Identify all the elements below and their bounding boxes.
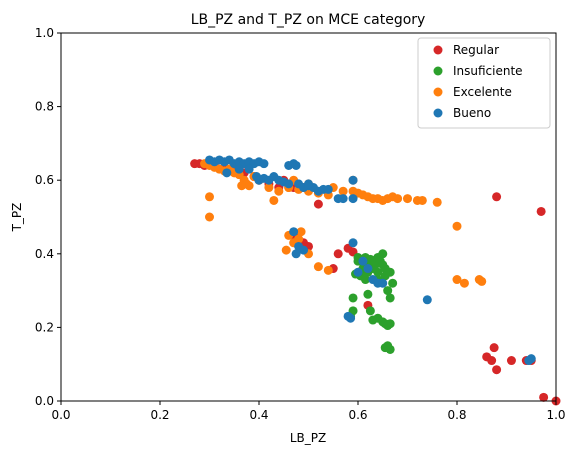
data-point	[489, 343, 499, 353]
data-point	[338, 194, 348, 204]
legend-box	[417, 37, 551, 129]
x-axis: 0.0 0.2 0.4 0.6 0.8 1.0	[51, 401, 566, 422]
data-point	[323, 184, 333, 194]
legend-entry: Insuficiente	[453, 64, 523, 78]
data-point	[383, 286, 393, 296]
y-axis-label: T_PZ	[10, 203, 24, 233]
legend: Regular Insuficiente Excelente Bueno	[417, 37, 551, 129]
data-point	[358, 256, 368, 266]
data-point	[487, 356, 497, 366]
data-point	[393, 194, 403, 204]
x-tick-label: 0.8	[447, 408, 466, 422]
data-point	[323, 265, 333, 275]
data-point	[353, 267, 363, 277]
data-point	[289, 227, 299, 237]
data-point	[385, 319, 395, 329]
data-point	[291, 249, 301, 259]
data-point	[536, 206, 546, 216]
data-point	[348, 238, 358, 248]
data-point	[237, 181, 247, 191]
legend-marker	[433, 108, 443, 118]
data-point	[304, 179, 313, 189]
data-point	[506, 356, 516, 366]
data-point	[388, 278, 398, 288]
points-layer	[190, 155, 561, 406]
data-point	[299, 245, 309, 255]
data-point	[360, 275, 370, 285]
data-point	[378, 278, 388, 288]
data-point	[313, 199, 323, 209]
data-point	[313, 262, 323, 272]
data-point	[373, 267, 383, 277]
data-point	[378, 249, 388, 259]
data-point	[264, 183, 274, 193]
y-tick-label: 0.4	[35, 247, 54, 261]
data-point	[403, 194, 412, 204]
data-point	[205, 212, 214, 222]
data-point	[284, 179, 294, 189]
data-point	[348, 175, 358, 185]
data-point	[244, 164, 254, 174]
data-point	[526, 354, 536, 364]
legend-entry: Bueno	[453, 106, 491, 120]
legend-entry: Excelente	[453, 85, 512, 99]
data-point	[244, 181, 254, 191]
data-point	[234, 164, 244, 174]
data-point	[363, 289, 373, 299]
data-point	[338, 186, 348, 196]
legend-marker	[433, 66, 443, 76]
y-tick-label: 0.6	[35, 173, 54, 187]
data-point	[333, 249, 343, 259]
data-point	[294, 234, 304, 244]
data-point	[348, 194, 358, 204]
data-point	[269, 195, 279, 205]
x-tick-label: 0.6	[348, 408, 367, 422]
y-axis: 0.0 0.2 0.4 0.6 0.8 1.0	[35, 26, 61, 408]
data-point	[365, 306, 375, 316]
data-point	[222, 168, 232, 178]
data-point	[291, 160, 301, 170]
data-point	[385, 267, 395, 277]
legend-entry: Regular	[453, 43, 499, 57]
data-point	[452, 221, 462, 231]
data-point	[348, 293, 358, 303]
x-tick-label: 1.0	[546, 408, 565, 422]
data-point	[296, 227, 306, 237]
y-tick-label: 0.0	[35, 394, 54, 408]
data-point	[346, 313, 356, 323]
chart-title: LB_PZ and T_PZ on MCE category	[191, 12, 426, 28]
data-point	[363, 264, 373, 274]
data-point	[205, 192, 214, 202]
data-point	[539, 392, 549, 402]
data-point	[385, 293, 395, 303]
x-axis-label: LB_PZ	[290, 431, 326, 445]
series-bueno	[205, 155, 536, 366]
data-point	[459, 278, 469, 288]
data-point	[452, 275, 462, 285]
plot-area-frame	[60, 32, 557, 402]
data-point	[432, 197, 442, 207]
data-point	[492, 365, 502, 375]
y-tick-label: 0.8	[35, 100, 54, 114]
x-tick-label: 0.4	[249, 408, 268, 422]
data-point	[380, 343, 390, 353]
data-point	[417, 195, 427, 205]
data-point	[259, 159, 269, 169]
data-point	[274, 186, 284, 196]
legend-marker	[433, 45, 443, 55]
data-point	[477, 276, 487, 286]
data-point	[281, 245, 291, 255]
y-tick-label: 1.0	[35, 26, 54, 40]
data-point	[492, 192, 502, 202]
x-tick-label: 0.2	[150, 408, 169, 422]
data-point	[422, 295, 432, 305]
legend-marker	[433, 87, 443, 97]
y-tick-label: 0.2	[35, 320, 54, 334]
x-tick-label: 0.0	[51, 408, 70, 422]
